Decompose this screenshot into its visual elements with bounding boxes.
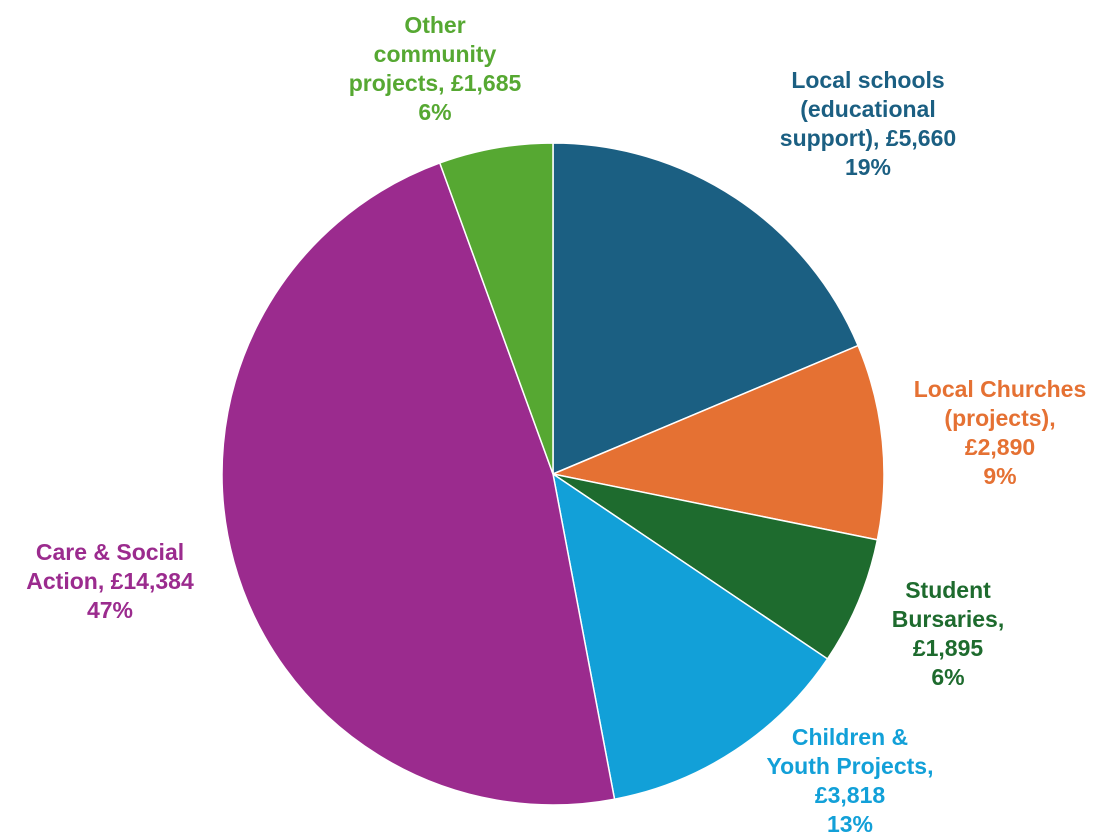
pie-slices	[221, 142, 885, 806]
pie-slice	[551, 472, 829, 801]
slice-data-label: Care & Social Action, £14,384 47%	[26, 539, 194, 623]
slice-label-line: £3,818	[815, 782, 886, 808]
slice-data-label: Local schools (educational support), £5,66…	[780, 67, 956, 180]
slice-label-line: Care & Social	[36, 539, 184, 565]
slice-label-line: 6%	[931, 664, 964, 690]
slice-label-line: Other	[404, 12, 465, 38]
slice-label-line: Children &	[792, 724, 908, 750]
slice-data-label: Other community projects, £1,685 6%	[349, 12, 522, 125]
slice-label-line: (educational	[800, 96, 935, 122]
slice-label-line: 47%	[87, 597, 133, 623]
slice-label-line: projects, £1,685	[349, 70, 522, 96]
slice-label-line: £2,890	[965, 434, 1035, 460]
slice-data-label: Children & Youth Projects, £3,818 13%	[767, 724, 934, 835]
slice-label-line: community	[374, 41, 497, 67]
slice-label-line: Local Churches	[914, 376, 1087, 402]
slice-label-line: 13%	[827, 811, 873, 835]
slice-label-line: Youth Projects,	[767, 753, 934, 779]
pie-labels: Local schools (educational support), £5,66…	[26, 12, 1086, 835]
slice-label-line: Student	[905, 577, 991, 603]
pie-slice	[550, 344, 885, 541]
pie-slice	[552, 473, 879, 660]
slice-label-line: Bursaries,	[892, 606, 1005, 632]
slice-label-line: 9%	[983, 463, 1016, 489]
slice-label-line: £1,895	[913, 635, 984, 661]
pie-slice	[438, 142, 554, 475]
slice-label-line: Action, £14,384	[26, 568, 194, 594]
slice-data-label: Student Bursaries, £1,895 6%	[892, 577, 1005, 690]
slice-label-line: support), £5,660	[780, 125, 956, 151]
slice-data-label: Local Churches (projects), £2,890 9%	[914, 376, 1087, 489]
pie-slice	[552, 142, 860, 476]
slice-label-line: (projects),	[944, 405, 1055, 431]
slice-label-line: Local schools	[791, 67, 944, 93]
slice-label-line: 19%	[845, 154, 891, 180]
slice-label-line: 6%	[418, 99, 451, 125]
pie-slice	[221, 161, 616, 806]
